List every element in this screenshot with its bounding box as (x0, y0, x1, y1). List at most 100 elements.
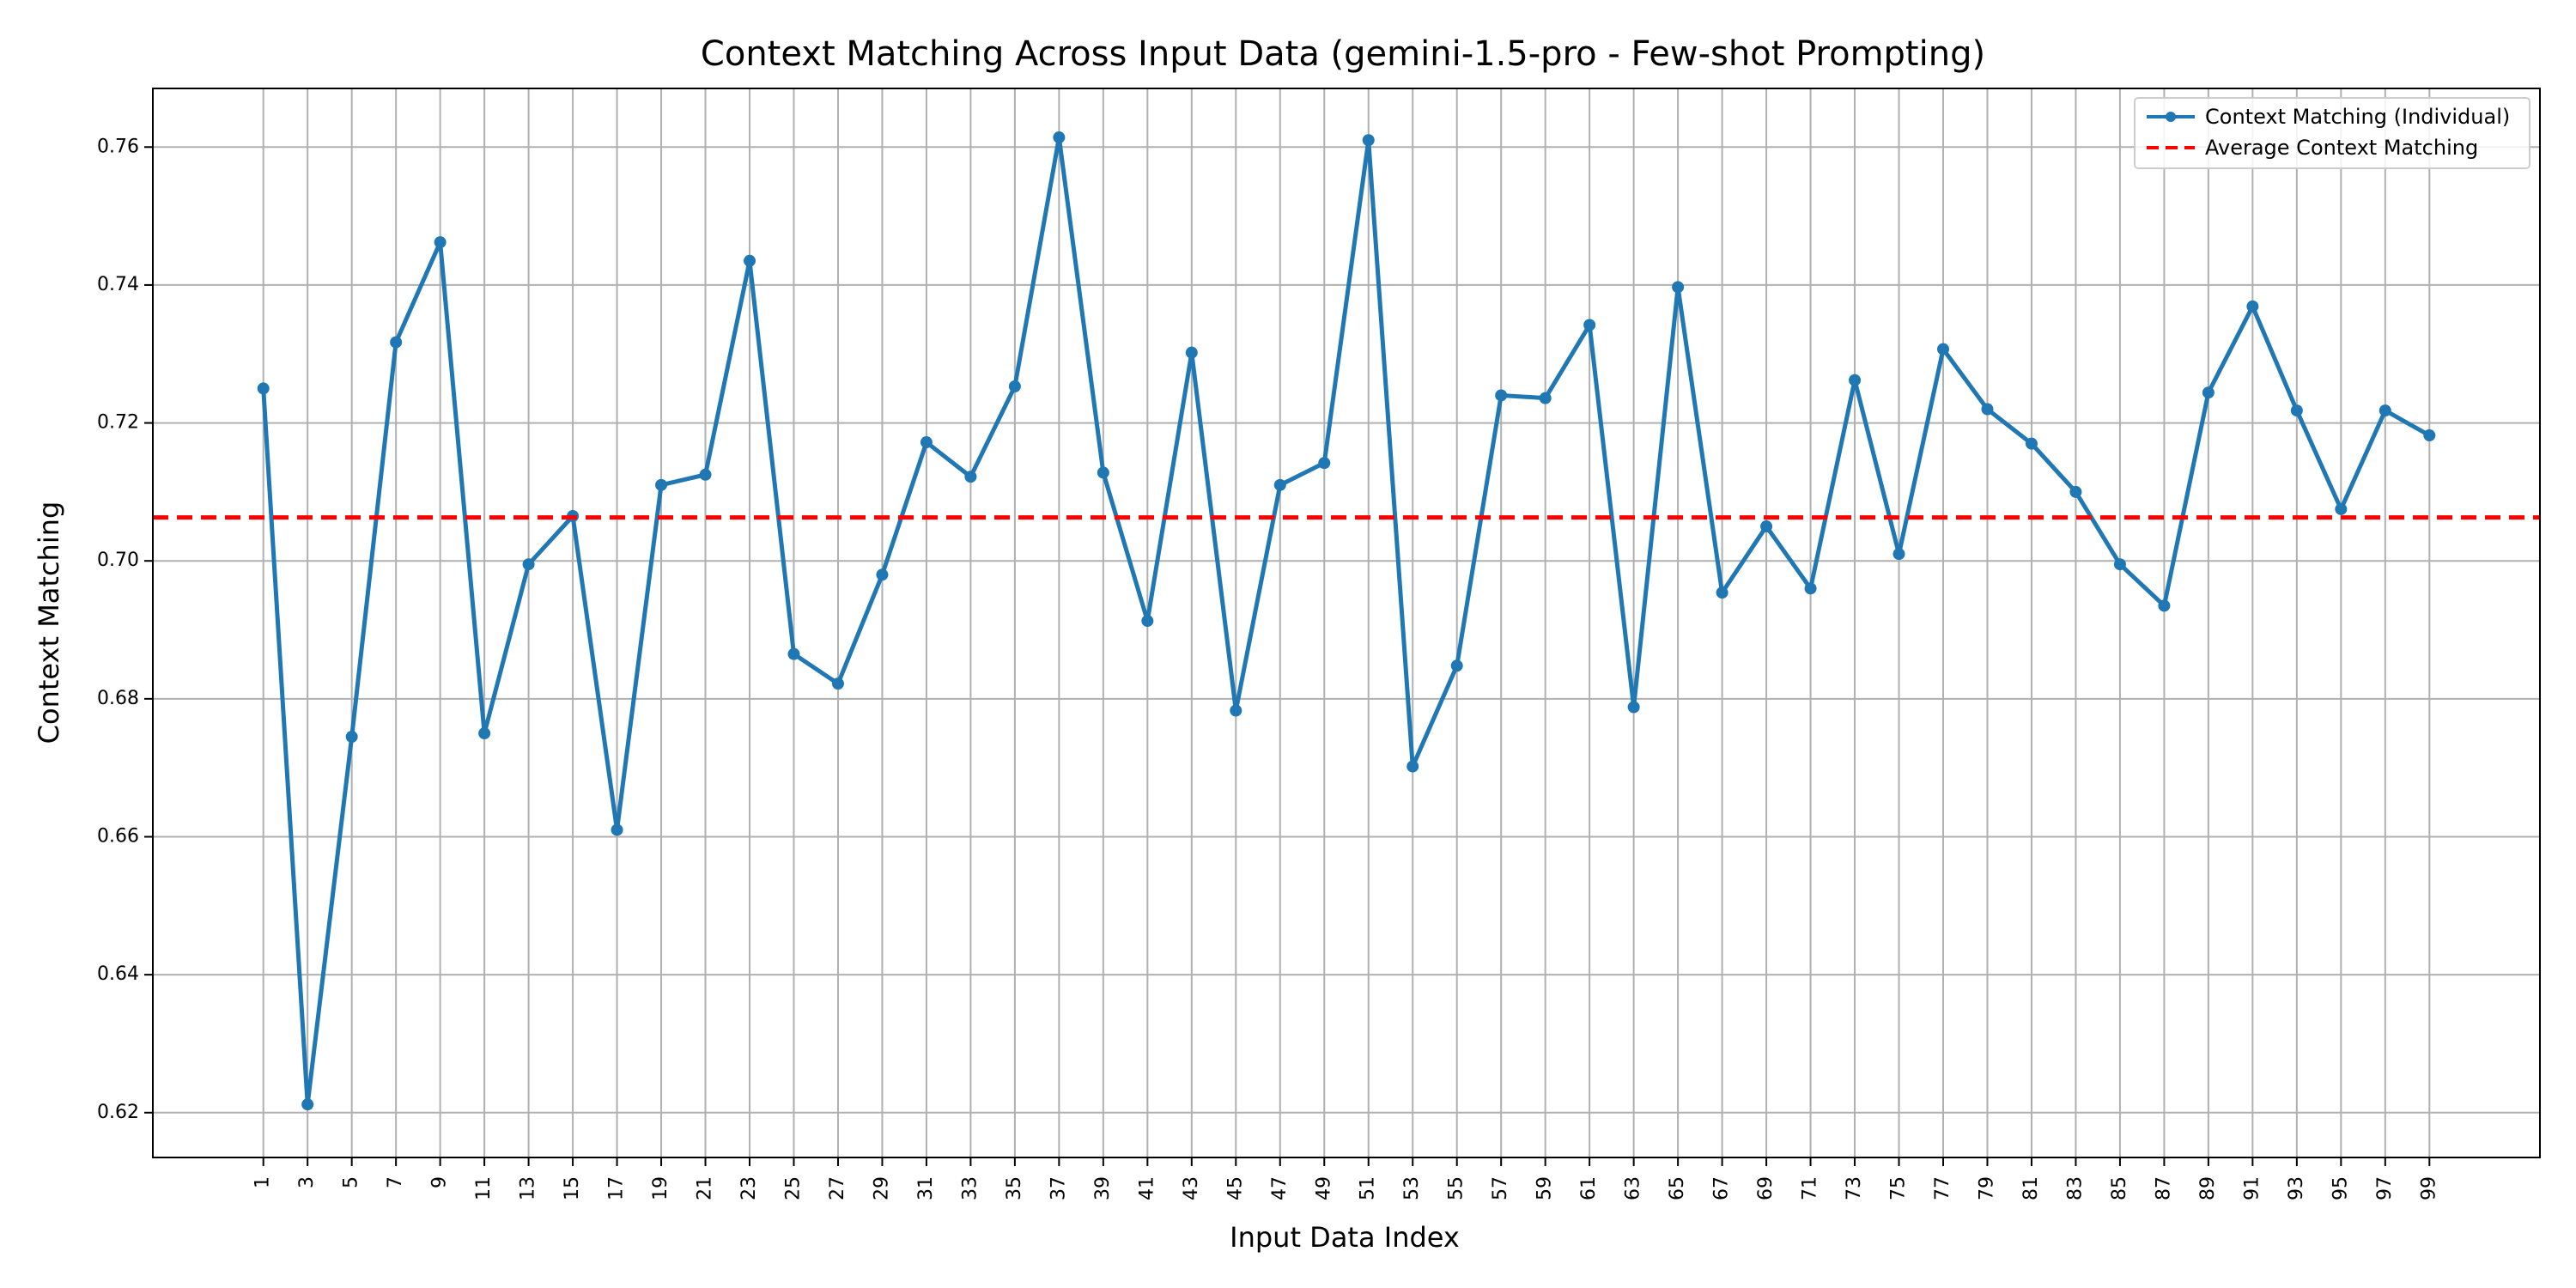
series-layer (153, 131, 2540, 1111)
data-point (434, 236, 447, 249)
x-tick-label: 51 (1358, 1176, 1379, 1200)
data-point (1008, 380, 1021, 392)
data-point (1185, 346, 1198, 359)
data-point (301, 1098, 314, 1111)
data-point (1716, 586, 1728, 599)
data-point (655, 478, 668, 491)
data-point (1230, 704, 1242, 717)
x-tick-label: 37 (1048, 1176, 1069, 1200)
data-point (2246, 300, 2259, 313)
data-point (522, 558, 535, 571)
x-tick-label: 21 (695, 1176, 716, 1200)
data-point (478, 727, 491, 740)
x-tick-label: 83 (2064, 1176, 2086, 1200)
y-tick-label: 0.64 (97, 963, 139, 985)
data-point (2379, 404, 2391, 417)
data-point (1849, 374, 1862, 386)
plot-frame (152, 88, 2541, 1158)
data-point (1937, 343, 1949, 355)
data-point (2069, 485, 2082, 498)
x-tick-label: 79 (1976, 1176, 1997, 1200)
x-tick-label: 5 (341, 1176, 362, 1188)
data-point (1495, 389, 1508, 402)
data-point (2290, 404, 2303, 417)
data-point (964, 471, 977, 483)
data-point (1672, 281, 1685, 294)
legend-box (2134, 97, 2530, 169)
x-tick-label: 19 (650, 1176, 671, 1200)
x-tick-label: 45 (1224, 1176, 1246, 1200)
x-tick-label: 57 (1490, 1176, 1511, 1200)
x-tick-label: 77 (1932, 1176, 1953, 1200)
y-tick-label: 0.76 (97, 136, 139, 157)
x-tick-label: 71 (1800, 1176, 1821, 1200)
data-point (2423, 429, 2436, 442)
legend-marker-individual (2166, 112, 2176, 122)
data-point (2113, 558, 2126, 571)
data-point (2202, 386, 2215, 399)
x-tick-label: 53 (1401, 1176, 1423, 1200)
data-point (1583, 319, 1596, 331)
legend-label-individual: Context Matching (Individual) (2205, 105, 2510, 129)
x-tick-label: 13 (518, 1176, 539, 1200)
data-point (920, 436, 933, 449)
y-tick-label: 0.70 (97, 550, 139, 571)
data-point (1318, 457, 1331, 470)
data-point (2158, 599, 2171, 612)
x-tick-label: 95 (2330, 1176, 2351, 1200)
data-point (831, 677, 844, 690)
x-axis-label: Input Data Index (1230, 1221, 1460, 1254)
x-tick-label: 61 (1578, 1176, 1600, 1200)
data-point (787, 647, 800, 660)
x-tick-label: 69 (1755, 1176, 1777, 1200)
data-point (1053, 131, 1066, 144)
tick-layer: 1 3 5 7 9 11 13 15 17 19 21 23 25 27 29 31 33 35 37 39 41 43 4… (97, 136, 2439, 1200)
x-tick-label: 41 (1136, 1176, 1157, 1200)
y-tick-label: 0.62 (97, 1102, 139, 1123)
x-tick-label: 73 (1844, 1176, 1865, 1200)
x-tick-label: 29 (871, 1176, 892, 1200)
data-point (1362, 134, 1375, 147)
data-point (744, 254, 756, 267)
x-tick-label: 35 (1004, 1176, 1025, 1200)
x-tick-label: 59 (1534, 1176, 1556, 1200)
data-point (390, 336, 403, 349)
y-tick-label: 0.74 (97, 274, 139, 295)
data-point (345, 731, 358, 744)
data-point (1141, 615, 1154, 628)
x-tick-label: 93 (2286, 1176, 2307, 1200)
x-tick-label: 23 (738, 1176, 760, 1200)
data-point (1981, 403, 1994, 416)
legend: Context Matching (Individual) Average Co… (2134, 97, 2530, 169)
legend-label-average: Average Context Matching (2205, 136, 2478, 160)
y-tick-label: 0.68 (97, 688, 139, 709)
data-point (1450, 659, 1463, 672)
x-tick-label: 3 (296, 1176, 318, 1188)
data-point (1539, 392, 1552, 404)
series-line-individual (261, 135, 2431, 1107)
x-tick-label: 85 (2109, 1176, 2130, 1200)
x-tick-label: 47 (1269, 1176, 1291, 1200)
x-tick-label: 81 (2020, 1176, 2042, 1200)
x-tick-label: 49 (1313, 1176, 1334, 1200)
x-tick-label: 31 (915, 1176, 937, 1200)
x-tick-label: 9 (429, 1176, 451, 1188)
data-point (1804, 582, 1817, 595)
data-point (1760, 520, 1773, 533)
data-point (257, 382, 270, 395)
x-tick-label: 17 (606, 1176, 628, 1200)
x-tick-label: 65 (1667, 1176, 1688, 1200)
x-tick-label: 43 (1181, 1176, 1202, 1200)
x-tick-label: 15 (562, 1176, 583, 1200)
y-tick-label: 0.72 (97, 412, 139, 434)
data-point (2025, 437, 2038, 450)
x-tick-label: 75 (1888, 1176, 1910, 1200)
x-tick-label: 7 (385, 1176, 406, 1188)
data-point (699, 468, 712, 481)
data-point (1893, 548, 1905, 561)
x-tick-label: 11 (473, 1176, 495, 1200)
x-tick-label: 97 (2374, 1176, 2396, 1200)
